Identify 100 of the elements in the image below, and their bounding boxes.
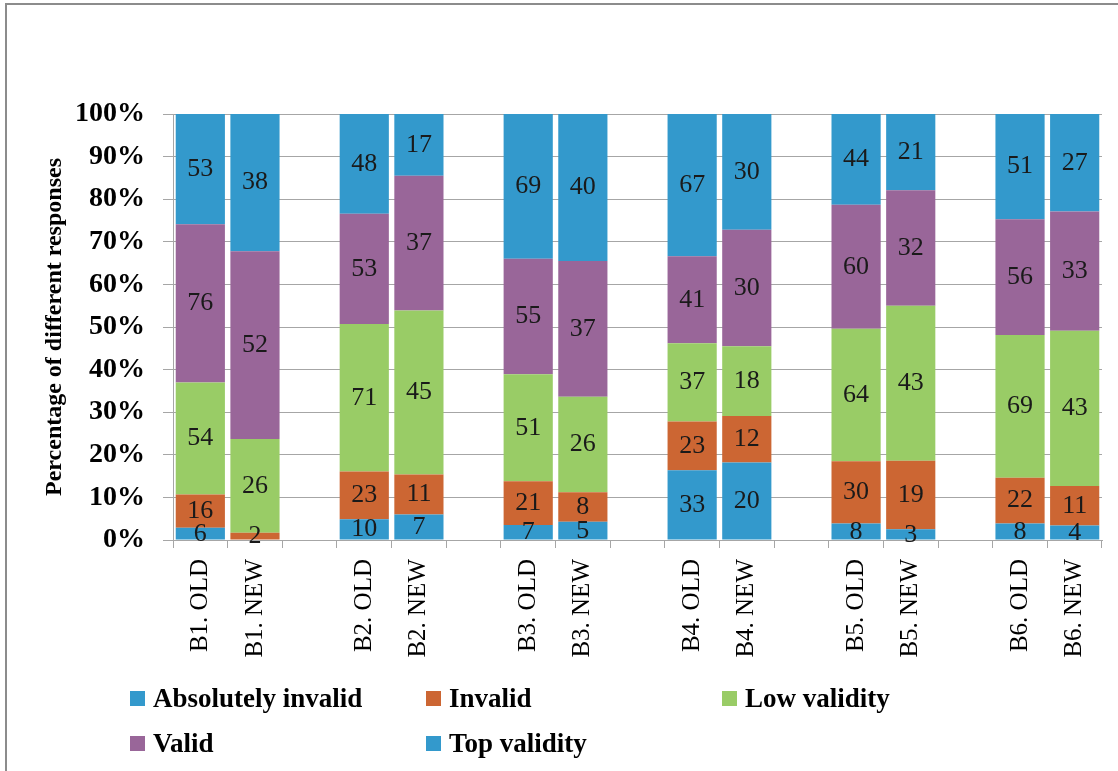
bar (667, 421, 717, 471)
annotation: 64 (843, 378, 870, 408)
bar (175, 114, 225, 225)
bar (667, 470, 717, 540)
bar (722, 462, 772, 540)
y-tick-label: 30% (89, 394, 145, 426)
annotation: 30 (733, 155, 760, 185)
bar (339, 114, 389, 214)
bar (831, 523, 881, 540)
y-tick-label: 80% (89, 181, 145, 213)
annotation: 4 (1068, 516, 1082, 546)
bar (339, 324, 389, 472)
bar (503, 258, 553, 375)
y-tick-label: 10% (89, 479, 145, 511)
bar (995, 477, 1045, 524)
legend-label: Valid (153, 728, 214, 759)
annotation: 71 (351, 381, 378, 411)
annotation: 17 (405, 128, 432, 158)
y-tick-label: 90% (89, 138, 145, 170)
annotation: 7 (521, 516, 535, 546)
annotation: 32 (897, 231, 924, 261)
annotation: 26 (569, 428, 596, 458)
annotation: 21 (897, 135, 924, 165)
x-tick-label: B1. OLD (184, 559, 212, 653)
x-tick-label: B5. OLD (840, 559, 868, 653)
annotation: 40 (569, 171, 596, 201)
annotation: 16 (187, 494, 214, 524)
bar (722, 229, 772, 347)
annotation: 69 (1007, 390, 1034, 420)
bar (339, 471, 389, 520)
bar (503, 374, 553, 482)
bar (503, 114, 553, 259)
annotation: 11 (1062, 489, 1088, 519)
bar (831, 114, 881, 205)
y-tick-label: 40% (89, 351, 145, 383)
annotation: 33 (679, 488, 706, 518)
bar (558, 492, 608, 522)
annotation: 41 (679, 283, 706, 313)
bar (1050, 211, 1100, 331)
annotation: 54 (187, 422, 214, 452)
y-axis-title: Percentage of different responses (39, 158, 66, 496)
bar (831, 461, 881, 524)
bar (667, 343, 717, 422)
annotation: 37 (569, 312, 596, 342)
bar (558, 114, 608, 261)
y-tick-label: 50% (89, 309, 145, 341)
bar (831, 328, 881, 462)
annotation: 27 (1061, 146, 1088, 176)
y-tick-label: 20% (89, 437, 145, 469)
bar (995, 219, 1045, 336)
annotation: 44 (843, 143, 870, 173)
bar (1050, 330, 1100, 486)
bar (394, 474, 444, 515)
bar (558, 260, 608, 397)
annotation: 22 (1007, 484, 1034, 514)
legend-label: Top validity (449, 728, 587, 759)
bar (995, 523, 1045, 540)
bar (886, 305, 936, 461)
bar (722, 114, 772, 230)
bar (831, 204, 881, 329)
annotation: 51 (515, 411, 542, 441)
legend-label: Low validity (745, 683, 890, 714)
bar (558, 396, 608, 493)
annotation: 11 (406, 478, 432, 508)
annotation: 67 (679, 168, 706, 198)
annotation: 38 (241, 166, 268, 196)
bar (175, 224, 225, 383)
bar (667, 256, 717, 344)
annotation: 12 (733, 423, 760, 453)
x-tick-label: B6. NEW (1059, 558, 1087, 658)
bar (886, 190, 936, 306)
bar (175, 382, 225, 495)
annotation: 30 (733, 271, 760, 301)
annotation: 56 (1007, 260, 1034, 290)
y-tick-label: 0% (103, 522, 145, 554)
bar (667, 114, 717, 257)
annotation: 33 (1061, 255, 1088, 285)
annotation: 55 (515, 300, 542, 330)
annotation: 8 (849, 515, 863, 545)
x-tick-label: B5. NEW (895, 558, 923, 658)
annotation: 53 (351, 252, 378, 282)
annotation: 23 (679, 429, 706, 459)
annotation: 53 (187, 153, 214, 182)
annotation: 60 (843, 250, 870, 280)
annotation: 37 (405, 226, 432, 256)
x-tick-label: B1. NEW (239, 558, 267, 658)
bar (722, 346, 772, 417)
annotation: 18 (733, 364, 760, 394)
y-tick-label: 70% (89, 224, 145, 256)
annotation: 23 (351, 479, 378, 509)
annotation: 30 (843, 476, 870, 506)
bar (339, 213, 389, 325)
annotation: 69 (515, 170, 542, 200)
bar (394, 310, 444, 475)
legend-label: Absolutely invalid (153, 683, 363, 714)
bar (995, 335, 1045, 478)
annotation: 19 (897, 478, 924, 508)
annotation: 76 (187, 287, 214, 317)
annotation: 20 (733, 485, 760, 515)
bar (394, 175, 444, 311)
